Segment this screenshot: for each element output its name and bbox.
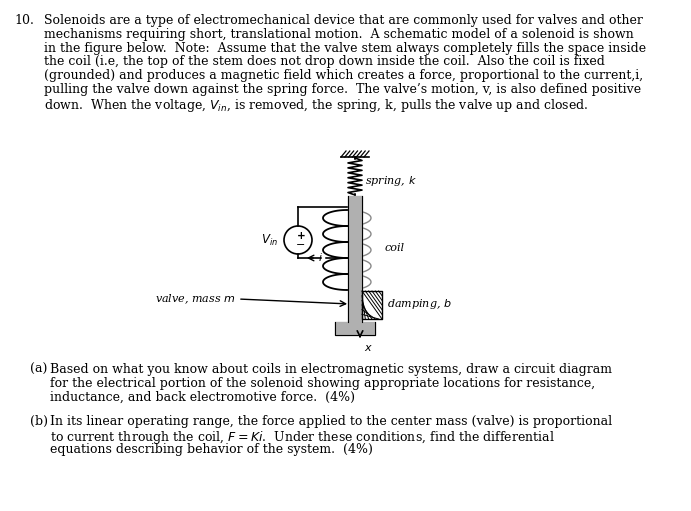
Text: Solenoids are a type of electromechanical device that are commonly used for valv: Solenoids are a type of electromechanica… xyxy=(44,14,643,27)
Text: spring, $k$: spring, $k$ xyxy=(365,174,417,188)
Text: Based on what you know about coils in electromagnetic systems, draw a circuit di: Based on what you know about coils in el… xyxy=(50,363,612,376)
Text: to current through the coil, $F = Ki$.  Under these conditions, find the differe: to current through the coil, $F = Ki$. U… xyxy=(50,429,555,446)
Text: for the electrical portion of the solenoid showing appropriate locations for res: for the electrical portion of the soleno… xyxy=(50,377,595,390)
Text: (b): (b) xyxy=(30,415,48,428)
Text: −: − xyxy=(296,240,305,250)
Text: damping, $b$: damping, $b$ xyxy=(387,297,452,311)
Text: the coil (i.e, the top of the stem does not drop down inside the coil.  Also the: the coil (i.e, the top of the stem does … xyxy=(44,55,605,68)
Text: $V_{in}$: $V_{in}$ xyxy=(261,233,278,247)
Text: down.  When the voltage, $V_{in}$, is removed, the spring, k, pulls the valve up: down. When the voltage, $V_{in}$, is rem… xyxy=(44,97,589,114)
Text: (a): (a) xyxy=(30,363,48,376)
Text: pulling the valve down against the spring force.  The valve’s motion, v, is also: pulling the valve down against the sprin… xyxy=(44,83,641,96)
Text: 10.: 10. xyxy=(14,14,34,27)
Bar xyxy=(348,196,362,322)
Text: +: + xyxy=(296,231,305,241)
Text: (grounded) and produces a magnetic field which creates a force, proportional to : (grounded) and produces a magnetic field… xyxy=(44,69,643,82)
Text: inductance, and back electromotive force.  (4%): inductance, and back electromotive force… xyxy=(50,390,355,404)
Text: mechanisms requiring short, translational motion.  A schematic model of a soleno: mechanisms requiring short, translationa… xyxy=(44,28,634,41)
Text: In its linear operating range, the force applied to the center mass (valve) is p: In its linear operating range, the force… xyxy=(50,415,612,428)
Text: valve, mass $m$: valve, mass $m$ xyxy=(155,292,236,306)
Text: $i$: $i$ xyxy=(318,251,323,263)
Text: coil: coil xyxy=(385,243,405,253)
Text: equations describing behavior of the system.  (4%): equations describing behavior of the sys… xyxy=(50,443,373,456)
Bar xyxy=(335,322,375,335)
Text: in the figure below.  Note:  Assume that the valve stem always completely fills : in the figure below. Note: Assume that t… xyxy=(44,41,646,55)
Text: $x$: $x$ xyxy=(364,343,373,353)
